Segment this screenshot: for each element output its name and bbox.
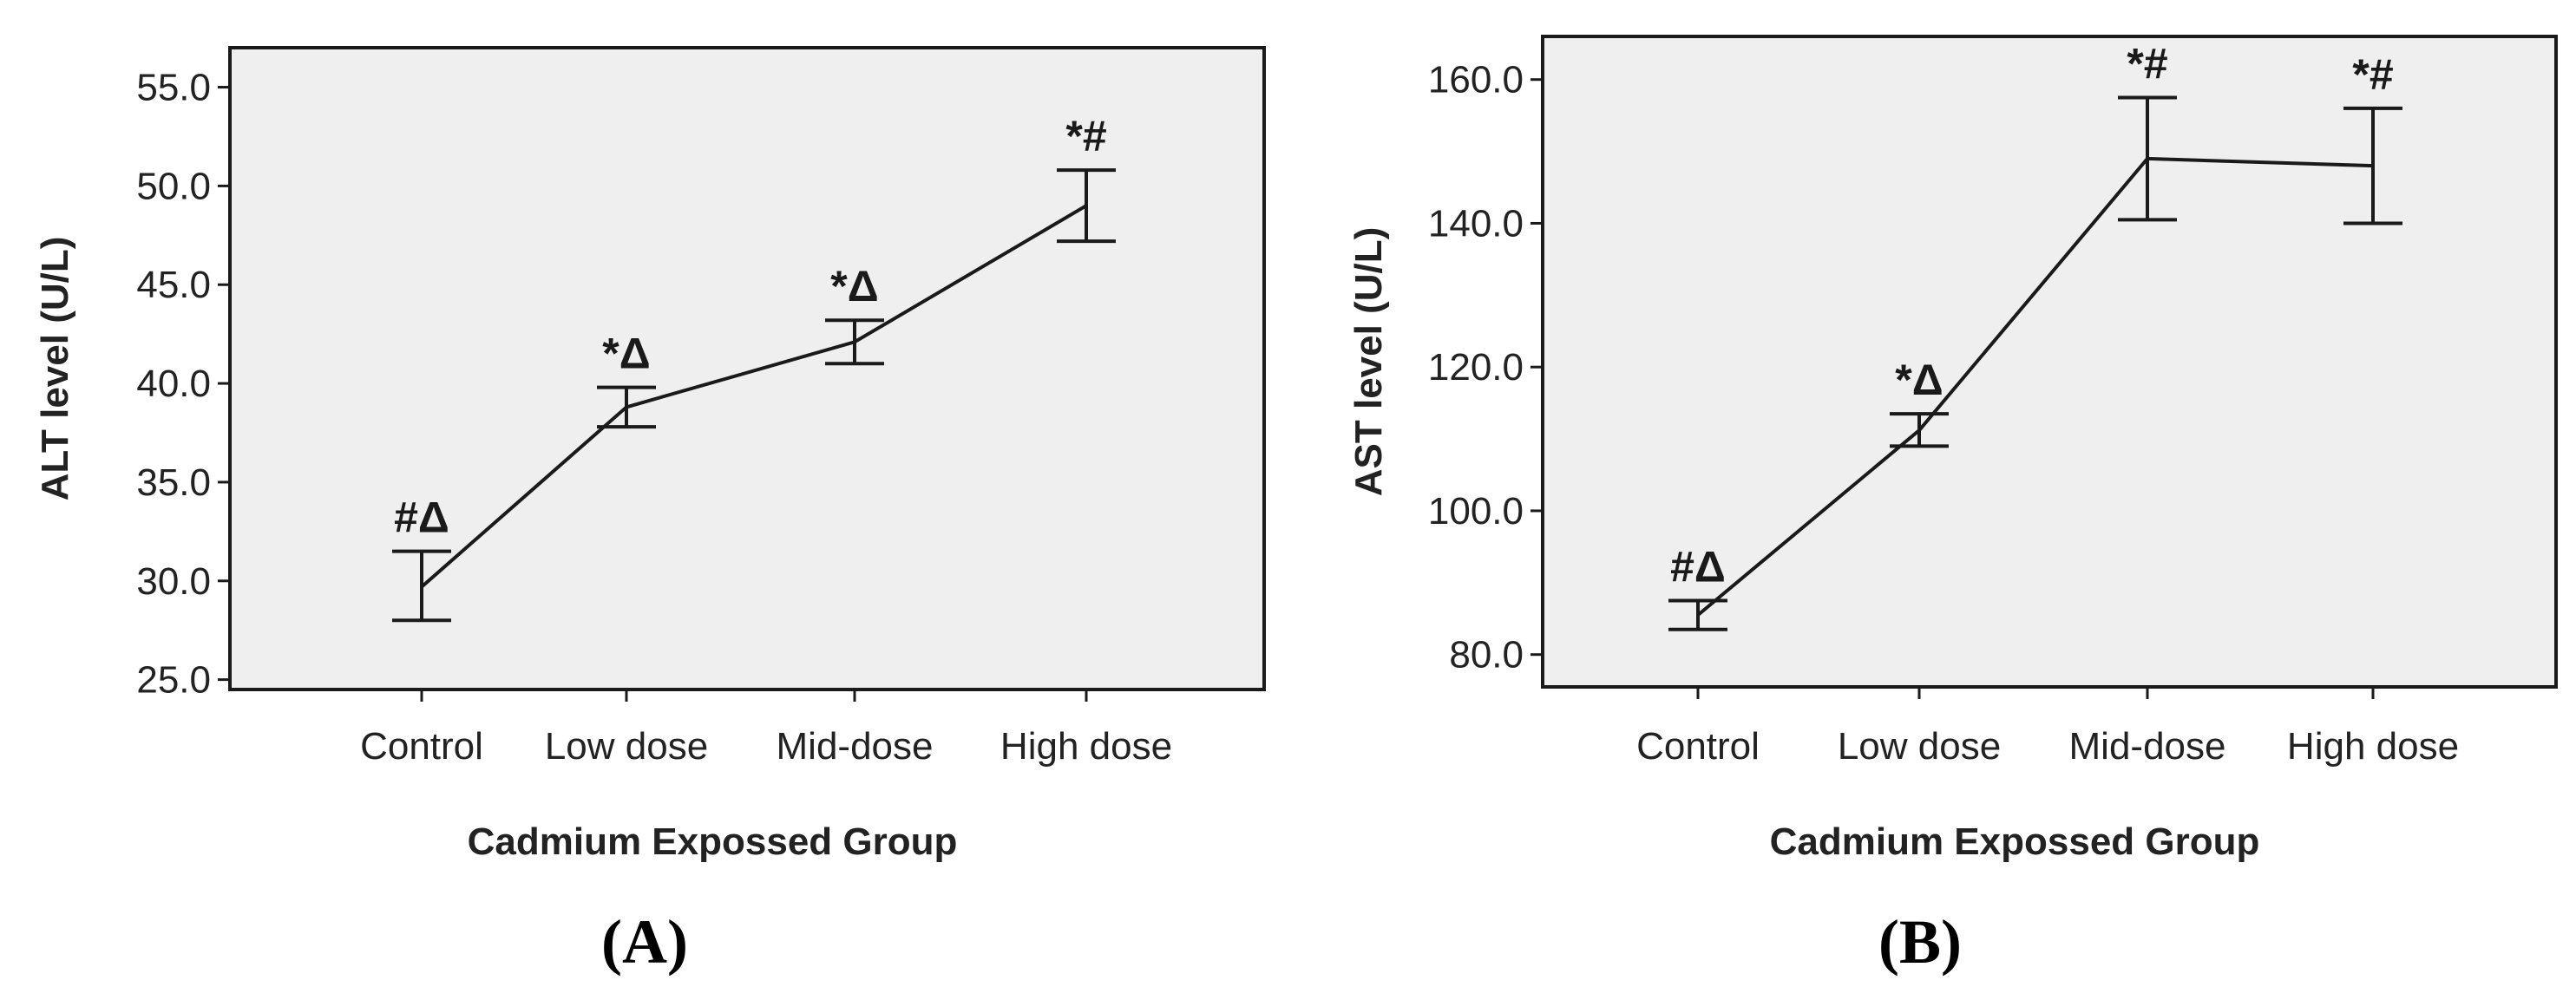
data-point bbox=[854, 341, 855, 343]
x-tick-label: High dose bbox=[2287, 725, 2459, 768]
x-tick-label: Control bbox=[1636, 725, 1760, 768]
data-point bbox=[421, 585, 423, 588]
data-point bbox=[1918, 429, 1920, 432]
x-tick-label: Mid-dose bbox=[777, 725, 934, 768]
y-tick-label: 160.0 bbox=[1428, 59, 1524, 101]
y-tick-label: 50.0 bbox=[136, 165, 211, 207]
data-point bbox=[1697, 614, 1699, 617]
x-axis-title: Cadmium Expossed Group bbox=[468, 820, 958, 863]
y-tick-label: 45.0 bbox=[136, 264, 211, 306]
series-line bbox=[1696, 156, 2374, 617]
significance-label: *Δ bbox=[1895, 356, 1943, 404]
series-line bbox=[420, 204, 1088, 589]
significance-label: *# bbox=[2352, 50, 2393, 99]
plot-area bbox=[1541, 35, 2558, 689]
y-axis-title: AST level (U/L) bbox=[1347, 227, 1390, 497]
data-point bbox=[1085, 205, 1087, 207]
y-tick-label: 25.0 bbox=[136, 659, 211, 702]
data-point bbox=[2147, 157, 2148, 160]
y-tick-label: 100.0 bbox=[1428, 490, 1524, 533]
panel-letter: (B) bbox=[1878, 907, 1962, 977]
significance-label: *Δ bbox=[830, 262, 878, 310]
panel-a: 25.0 30.0 35.0 40.0 45.0 50.0 55.0 Control Low d… bbox=[34, 46, 1266, 977]
x-tick-label: High dose bbox=[1000, 725, 1172, 768]
x-tick-label: Control bbox=[360, 725, 483, 768]
significance-label: #Δ bbox=[394, 493, 449, 542]
error-bar bbox=[392, 549, 451, 623]
x-tick-label: Low dose bbox=[545, 725, 708, 768]
x-tick-label: Low dose bbox=[1838, 725, 2001, 768]
significance-label: #Δ bbox=[1670, 543, 1726, 592]
y-tick-label: 40.0 bbox=[136, 363, 211, 405]
panel-b: 80.0 100.0 120.0 140.0 160.0 Control Low dose M… bbox=[1347, 35, 2558, 977]
x-tick-label: Mid-dose bbox=[2069, 725, 2226, 768]
y-tick-label: 35.0 bbox=[136, 461, 211, 504]
significance-label: *# bbox=[1065, 112, 1106, 160]
significance-label: *Δ bbox=[602, 330, 650, 378]
significance-label: *# bbox=[2127, 39, 2167, 88]
data-point bbox=[2372, 165, 2374, 167]
panel-letter: (A) bbox=[601, 907, 688, 977]
y-tick-label: 80.0 bbox=[1449, 634, 1524, 676]
y-tick-label: 55.0 bbox=[136, 67, 211, 109]
y-tick-label: 140.0 bbox=[1428, 202, 1524, 245]
plot-area bbox=[228, 46, 1266, 691]
y-tick-label: 120.0 bbox=[1428, 346, 1524, 389]
data-point bbox=[626, 406, 627, 408]
y-tick-label: 30.0 bbox=[136, 560, 211, 603]
x-axis-title: Cadmium Expossed Group bbox=[1770, 820, 2260, 863]
y-axis-title: ALT level (U/L) bbox=[34, 237, 76, 501]
